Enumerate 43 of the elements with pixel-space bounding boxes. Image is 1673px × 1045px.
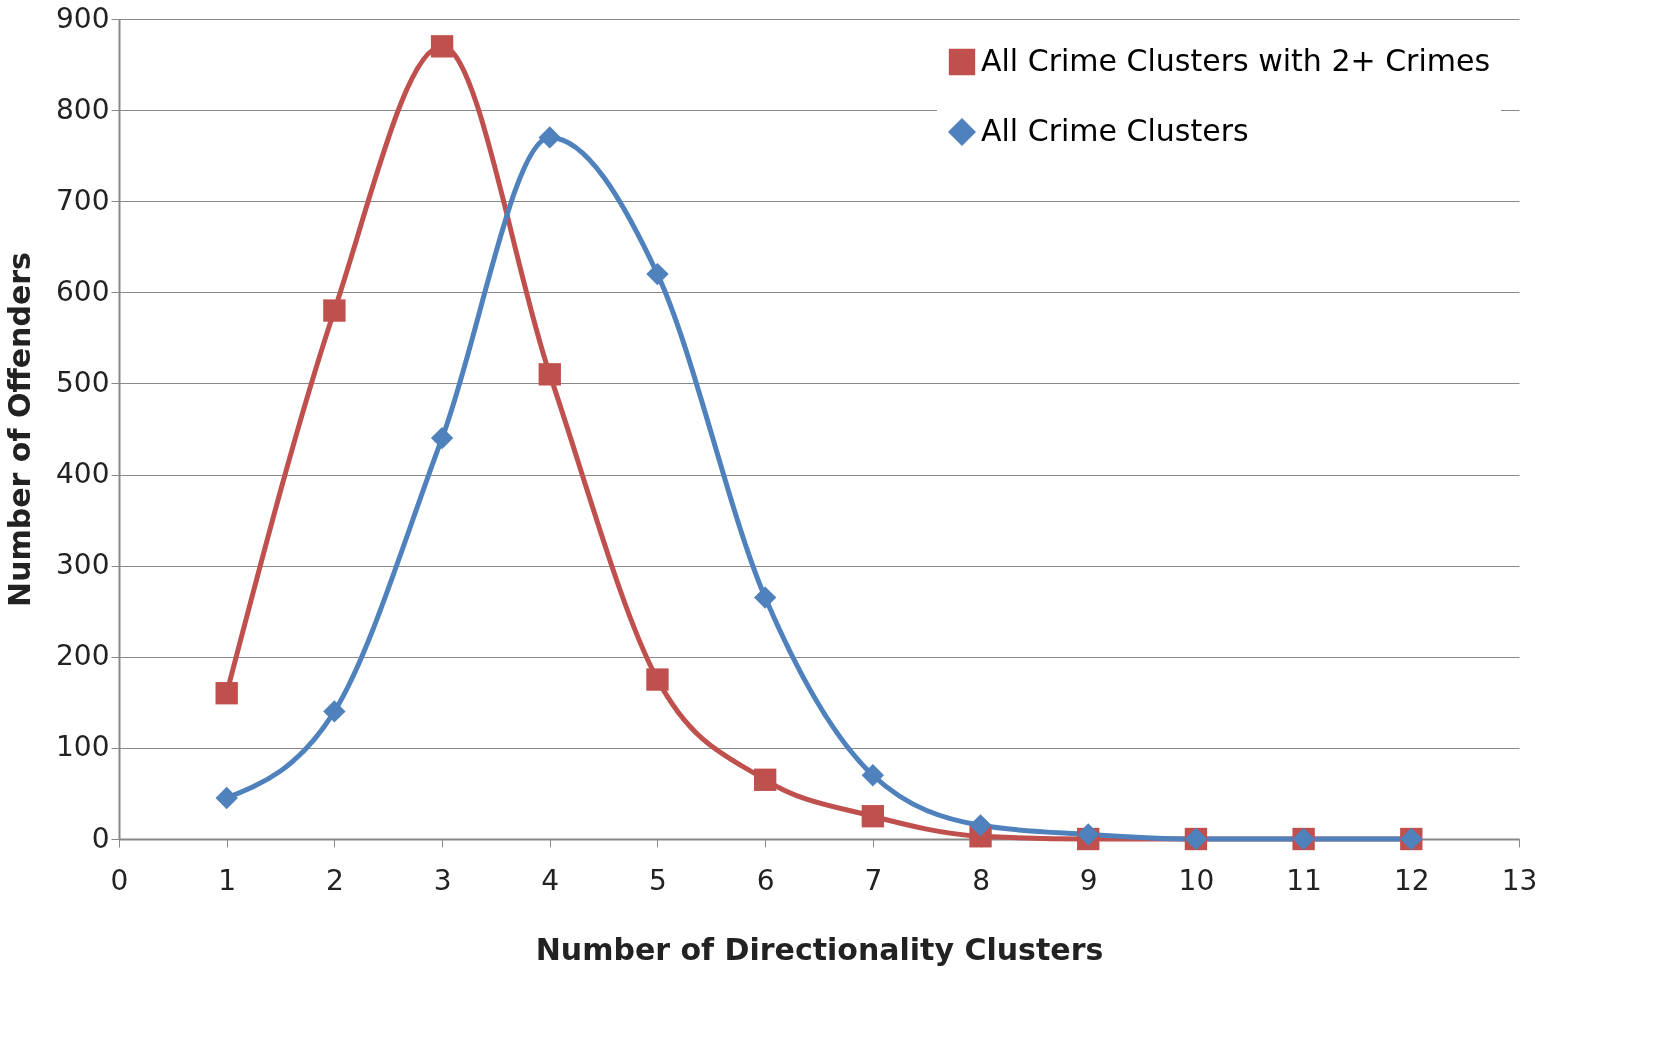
point [538,363,561,386]
y-tick-label: 500 [56,365,110,399]
y-tick-label: 300 [56,548,110,582]
y-axis-title: Number of Offenders [2,252,38,607]
point [323,700,346,723]
y-tick-label: 400 [56,457,110,491]
x-tick-label: 11 [1286,863,1322,897]
point [753,586,777,609]
x-tick-label: 5 [649,863,667,897]
y-tick-label: 800 [56,92,110,126]
x-tick-label: 9 [1079,863,1098,897]
x-tick-label: 8 [972,863,990,897]
point [538,126,561,149]
point [646,668,669,691]
legend-label: All Crime Clusters [981,113,1249,148]
y-tick-label: 700 [56,183,110,217]
x-tick-label: 7 [864,863,883,897]
point [753,768,777,791]
y-tick-label: 600 [56,274,110,308]
x-tick-label: 1 [218,863,237,897]
point [430,35,454,58]
point [215,682,238,705]
point [969,814,992,837]
legend-label: All Crime Clusters with 2+ Crimes [981,43,1491,78]
x-tick-label: 13 [1501,863,1538,897]
point [323,299,346,322]
point [861,805,885,828]
x-tick-label: 3 [433,863,452,897]
y-tick-label: 100 [56,730,110,764]
point [430,426,454,450]
point [646,262,669,286]
x-tick-label: 2 [325,863,344,897]
y-tick-label: 200 [56,639,110,673]
point [1077,823,1100,846]
y-tick-label: 0 [91,821,110,855]
x-tick-label: 4 [541,863,560,897]
point [861,764,885,787]
y-tick-label: 900 [56,1,110,35]
x-tick-label: 12 [1393,863,1430,897]
x-tick-label: 6 [756,863,775,897]
x-axis-title: Number of Directionality Clusters [535,931,1104,967]
point [215,786,238,810]
x-tick-label: 10 [1178,863,1215,897]
